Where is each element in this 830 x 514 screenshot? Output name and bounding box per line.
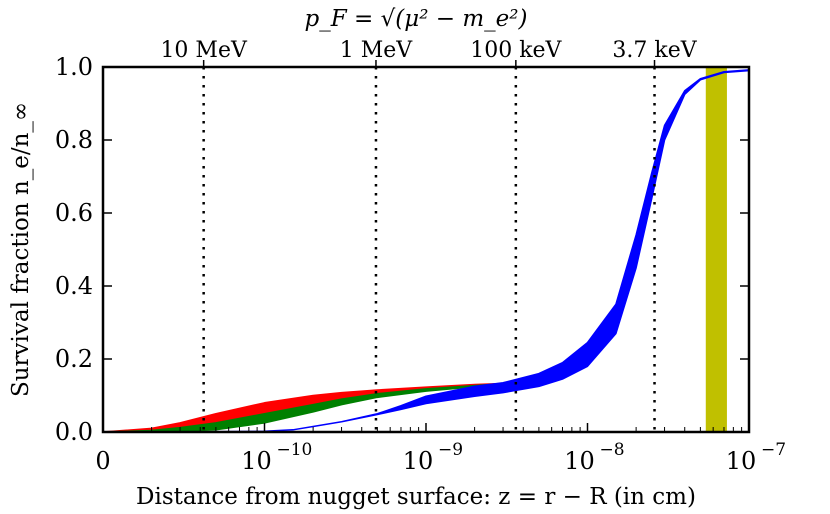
top-axis-label: 3.7 keV — [612, 38, 697, 63]
x-tick-exponent: −10 — [277, 440, 313, 460]
green-band — [103, 382, 504, 432]
x-tick-label: 10 — [564, 447, 595, 475]
x-tick-label: 10 — [726, 447, 757, 475]
y-axis-label: Survival fraction n_e/n_∞ — [8, 102, 34, 397]
y-tick-label: 0.8 — [55, 126, 93, 154]
x-tick-exponent: −8 — [600, 440, 625, 460]
x-tick-exponent: −7 — [761, 440, 786, 460]
top-axis-label: 10 MeV — [160, 38, 248, 63]
x-tick-label: 0 — [95, 447, 110, 475]
top-axis-label: 100 keV — [470, 38, 562, 63]
x-axis-label: Distance from nugget surface: z = r − R … — [136, 484, 696, 510]
olive-shaded-band — [705, 67, 727, 432]
y-tick-label: 0.0 — [55, 418, 93, 446]
blue-band — [103, 69, 749, 432]
x-tick-label: 10 — [241, 447, 272, 475]
y-tick-label: 0.4 — [55, 272, 93, 300]
top-axis-title: p_F = √(μ² − m_e²) — [305, 6, 528, 32]
axes-frame — [101, 65, 751, 434]
x-tick-exponent: −9 — [438, 440, 463, 460]
y-tick-label: 0.2 — [55, 345, 93, 373]
plot-area — [103, 67, 749, 432]
y-tick-label: 1.0 — [55, 53, 93, 81]
x-tick-label: 10 — [403, 447, 434, 475]
top-axis-label: 1 MeV — [340, 38, 414, 63]
y-tick-label: 0.6 — [55, 199, 93, 227]
